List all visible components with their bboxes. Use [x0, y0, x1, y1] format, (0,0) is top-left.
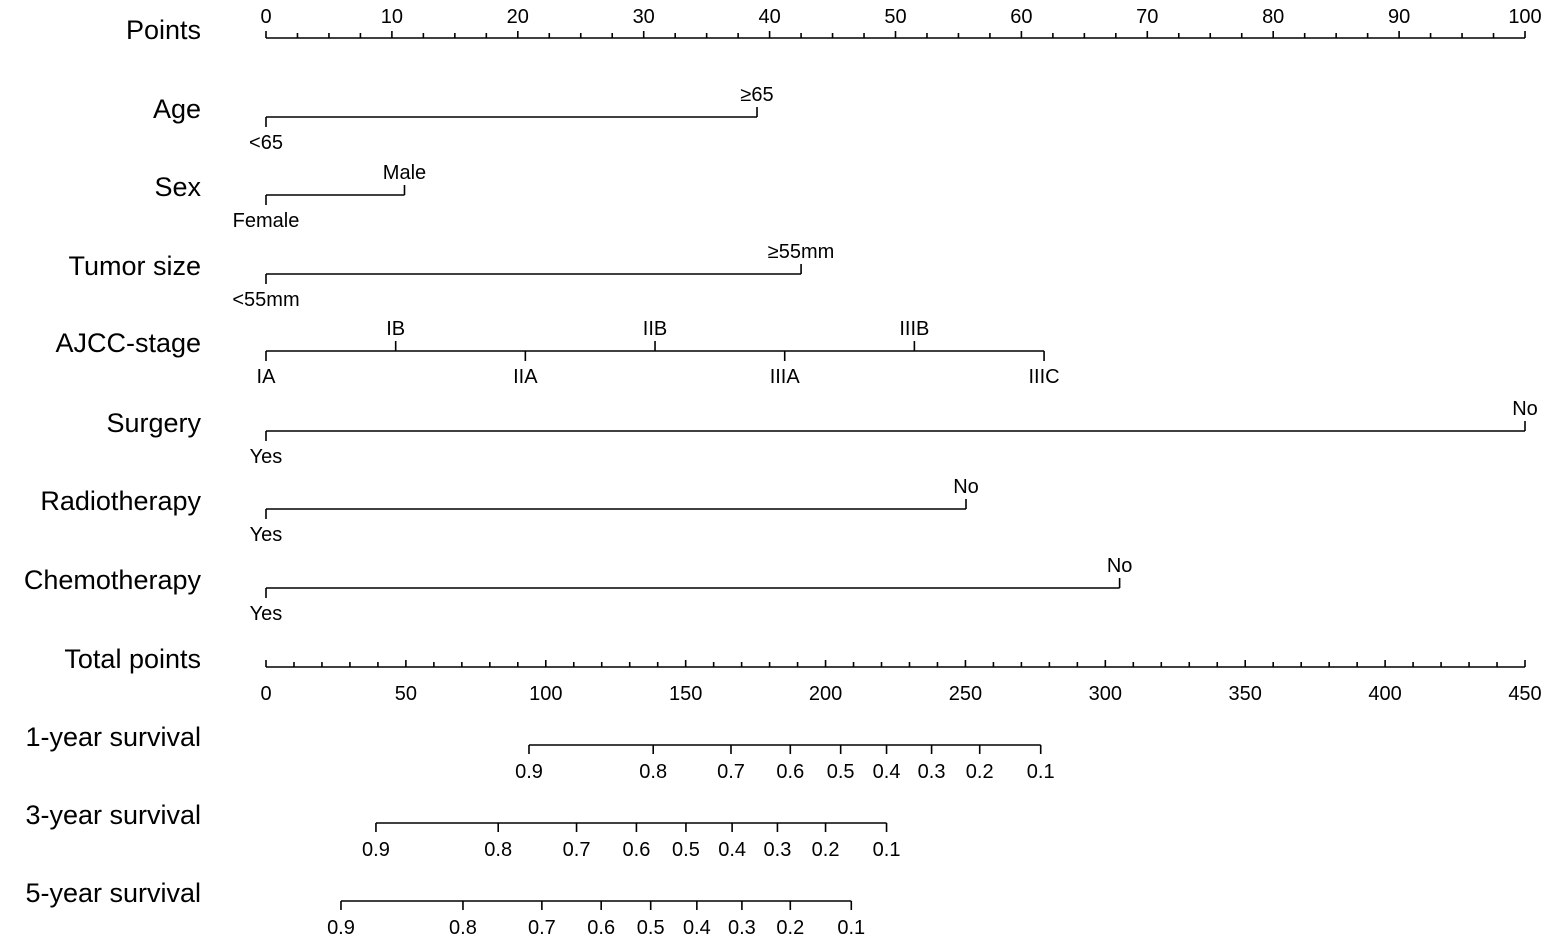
survival-tick-label-1-year-survival: 0.9 — [515, 761, 543, 783]
total-points-tick-label: 50 — [395, 683, 417, 705]
level-label-surgery-no: No — [1512, 398, 1538, 420]
variable-label-radiotherapy: Radiotherapy — [40, 486, 201, 516]
total-points-tick-label: 450 — [1508, 683, 1541, 705]
survival-tick-label-3-year-survival: 0.9 — [362, 839, 390, 861]
level-label-ajcc-stage-ib: IB — [386, 318, 405, 340]
points-tick-label: 10 — [381, 6, 403, 28]
total-points-tick-label: 200 — [809, 683, 842, 705]
level-label-ajcc-stage-iia: IIA — [513, 366, 538, 388]
variable-label-chemotherapy: Chemotherapy — [24, 565, 202, 595]
survival-label-5-year-survival: 5-year survival — [25, 878, 201, 908]
survival-tick-label-5-year-survival: 0.2 — [776, 917, 804, 939]
survival-tick-label-5-year-survival: 0.1 — [837, 917, 865, 939]
survival-tick-label-3-year-survival: 0.1 — [873, 839, 901, 861]
total-points-tick-label: 350 — [1229, 683, 1262, 705]
survival-tick-label-1-year-survival: 0.2 — [966, 761, 994, 783]
survival-tick-label-1-year-survival: 0.4 — [873, 761, 901, 783]
points-tick-label: 0 — [260, 6, 271, 28]
level-label-tumor-size-lt-55mm: <55mm — [232, 289, 299, 311]
level-label-age-ge-65: ≥65 — [740, 84, 773, 106]
total-points-tick-label: 100 — [529, 683, 562, 705]
total-points-tick-label: 250 — [949, 683, 982, 705]
points-tick-label: 20 — [507, 6, 529, 28]
points-tick-label: 60 — [1010, 6, 1032, 28]
level-label-ajcc-stage-iiib: IIIB — [899, 318, 929, 340]
survival-label-3-year-survival: 3-year survival — [25, 800, 201, 830]
points-tick-label: 80 — [1262, 6, 1284, 28]
points-tick-label: 90 — [1388, 6, 1410, 28]
points-tick-label: 40 — [758, 6, 780, 28]
variable-label-ajcc-stage: AJCC-stage — [55, 328, 201, 358]
survival-tick-label-5-year-survival: 0.4 — [683, 917, 711, 939]
points-tick-label: 30 — [633, 6, 655, 28]
survival-tick-label-3-year-survival: 0.7 — [563, 839, 591, 861]
level-label-tumor-size-ge-55mm: ≥55mm — [768, 241, 835, 263]
survival-tick-label-3-year-survival: 0.5 — [672, 839, 700, 861]
survival-tick-label-3-year-survival: 0.6 — [623, 839, 651, 861]
survival-tick-label-5-year-survival: 0.9 — [327, 917, 355, 939]
total-points-tick-label: 400 — [1368, 683, 1401, 705]
level-label-chemotherapy-yes: Yes — [250, 603, 283, 625]
variable-label-tumor-size: Tumor size — [68, 251, 201, 281]
survival-tick-label-5-year-survival: 0.7 — [528, 917, 556, 939]
survival-tick-label-3-year-survival: 0.8 — [484, 839, 512, 861]
survival-tick-label-1-year-survival: 0.8 — [639, 761, 667, 783]
level-label-surgery-yes: Yes — [250, 446, 283, 468]
survival-tick-label-5-year-survival: 0.5 — [637, 917, 665, 939]
survival-tick-label-3-year-survival: 0.3 — [764, 839, 792, 861]
survival-tick-label-5-year-survival: 0.8 — [449, 917, 477, 939]
level-label-age-lt-65: <65 — [249, 132, 283, 154]
survival-tick-label-1-year-survival: 0.1 — [1027, 761, 1055, 783]
level-label-chemotherapy-no: No — [1107, 555, 1133, 577]
survival-tick-label-5-year-survival: 0.6 — [587, 917, 615, 939]
variable-label-age: Age — [153, 94, 201, 124]
variable-label-sex: Sex — [154, 172, 201, 202]
variable-label-surgery: Surgery — [106, 408, 201, 438]
level-label-ajcc-stage-iiic: IIIC — [1028, 366, 1059, 388]
points-tick-label: 70 — [1136, 6, 1158, 28]
survival-tick-label-1-year-survival: 0.5 — [827, 761, 855, 783]
level-label-sex-female: Female — [233, 210, 300, 232]
level-label-sex-male: Male — [383, 162, 426, 184]
points-tick-label: 50 — [884, 6, 906, 28]
level-label-ajcc-stage-iib: IIB — [643, 318, 667, 340]
total-points-axis-label: Total points — [64, 644, 201, 674]
total-points-tick-label: 300 — [1089, 683, 1122, 705]
survival-tick-label-1-year-survival: 0.3 — [918, 761, 946, 783]
survival-tick-label-5-year-survival: 0.3 — [728, 917, 756, 939]
survival-tick-label-1-year-survival: 0.7 — [717, 761, 745, 783]
survival-tick-label-3-year-survival: 0.4 — [718, 839, 746, 861]
survival-label-1-year-survival: 1-year survival — [25, 722, 201, 752]
survival-tick-label-1-year-survival: 0.6 — [776, 761, 804, 783]
points-axis-label: Points — [126, 15, 201, 45]
level-label-ajcc-stage-ia: IA — [257, 366, 277, 388]
survival-tick-label-3-year-survival: 0.2 — [812, 839, 840, 861]
points-tick-label: 100 — [1508, 6, 1541, 28]
level-label-radiotherapy-no: No — [953, 476, 979, 498]
level-label-ajcc-stage-iiia: IIIA — [770, 366, 801, 388]
total-points-tick-label: 0 — [260, 683, 271, 705]
total-points-tick-label: 150 — [669, 683, 702, 705]
level-label-radiotherapy-yes: Yes — [250, 524, 283, 546]
